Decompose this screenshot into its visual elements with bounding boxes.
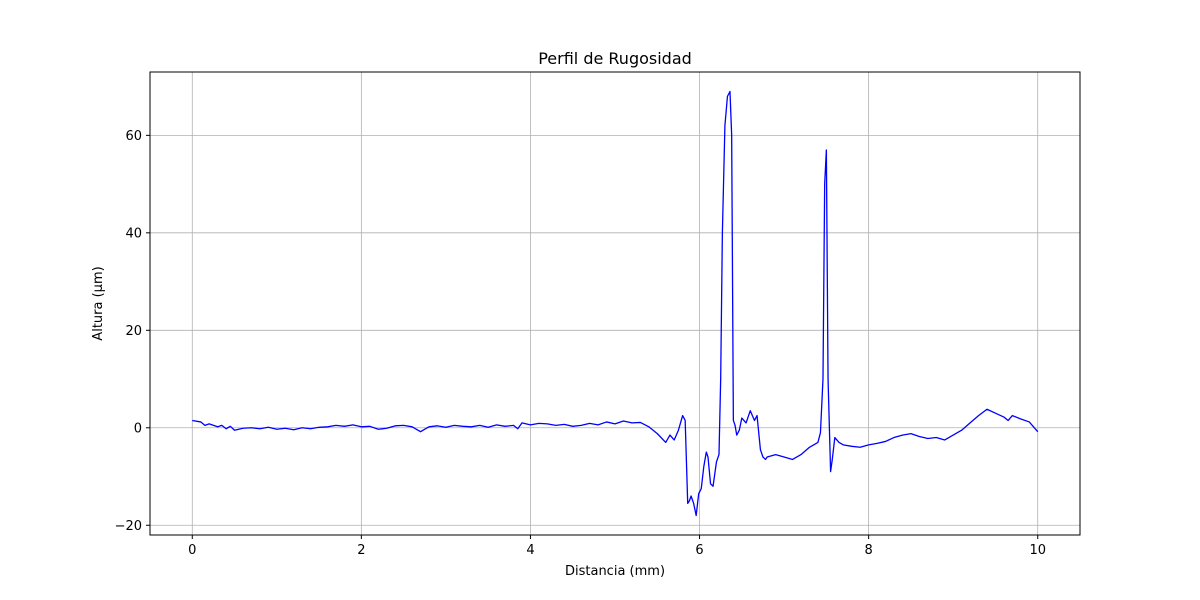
y-tick-label: 60 — [125, 129, 142, 144]
series-line — [192, 90, 1039, 517]
y-tick-label: 0 — [134, 421, 142, 436]
y-axis-label: Altura (µm) — [91, 266, 106, 340]
plot-frame — [149, 71, 1081, 536]
y-tick-label: 40 — [125, 226, 142, 241]
x-tick-label: 8 — [864, 543, 872, 558]
y-tick-label: −20 — [115, 519, 142, 534]
series-layer — [192, 90, 1039, 517]
grid-lines — [150, 72, 1080, 535]
x-tick-label: 0 — [188, 543, 196, 558]
x-tick-label: 10 — [1029, 543, 1046, 558]
x-tick-label: 6 — [695, 543, 703, 558]
x-tick-label: 2 — [357, 543, 365, 558]
x-tick-label: 4 — [526, 543, 534, 558]
axis-ticks: 0 2 4 6 8 10 −20 0 20 40 60 — [115, 129, 1046, 558]
x-axis-label: Distancia (mm) — [565, 564, 665, 579]
y-tick-label: 20 — [125, 324, 142, 339]
chart-title: Perfil de Rugosidad — [538, 49, 692, 68]
